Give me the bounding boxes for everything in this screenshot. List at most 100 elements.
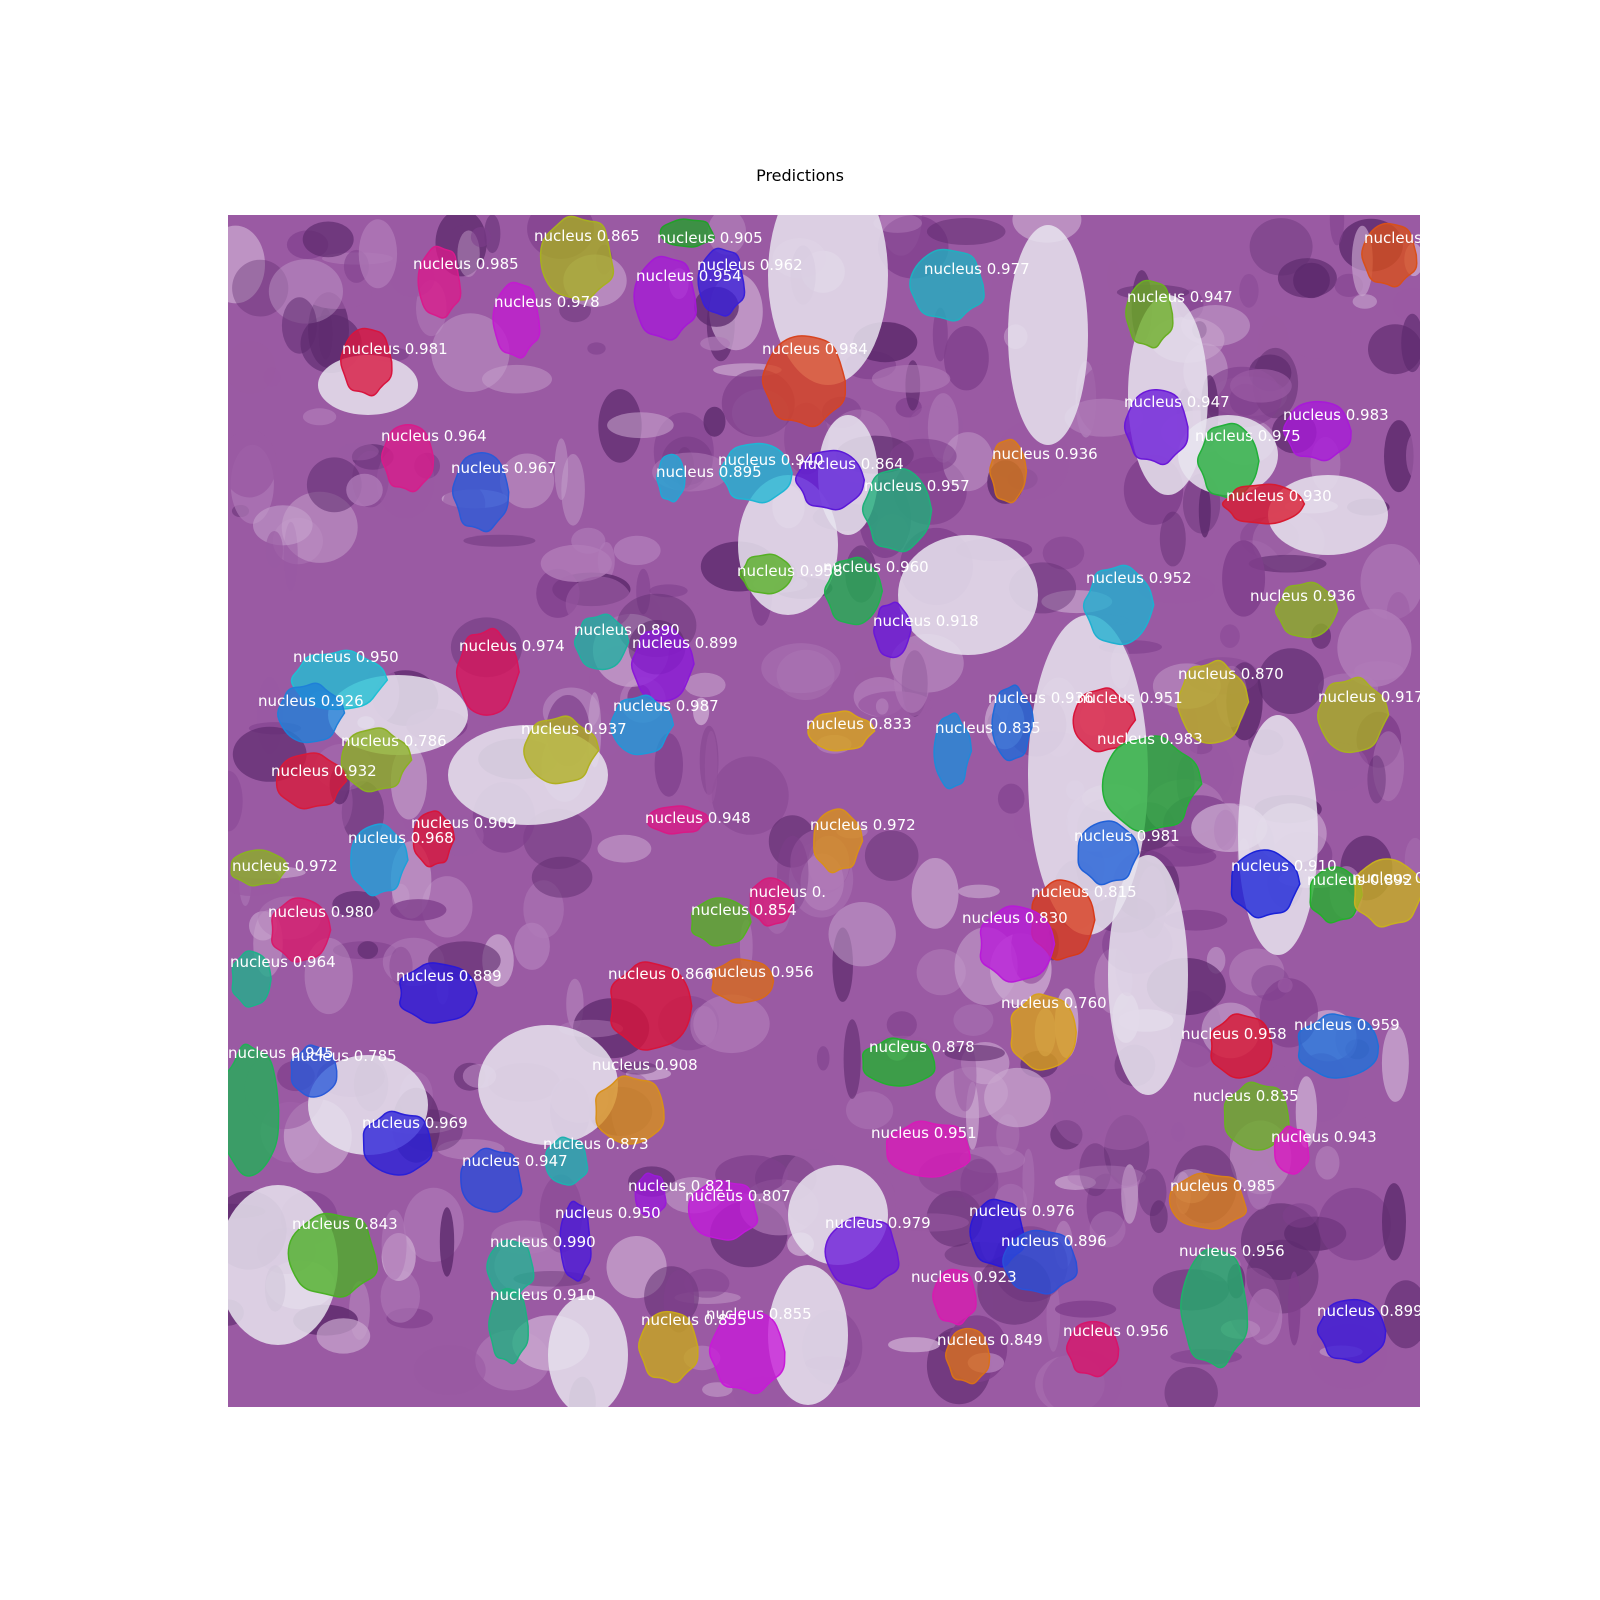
tissue-blob: [761, 643, 841, 694]
tissue-blob: [1239, 273, 1259, 308]
tissue-blob: [1046, 1281, 1061, 1352]
nucleus-mask: [287, 1212, 378, 1298]
nucleus-label: nucleus 0.910: [1231, 857, 1337, 875]
nucleus-mask: [417, 245, 462, 319]
nucleus-label: nucleus 0.985: [1170, 1177, 1276, 1195]
tissue-blob: [1246, 1159, 1273, 1210]
nucleus-mask: [230, 849, 289, 887]
nucleus-label: nucleus 0.: [749, 883, 826, 901]
tissue-blob: [249, 911, 277, 941]
nucleus-label: nucleus 0.981: [342, 340, 448, 358]
lumen-space: [768, 1265, 848, 1405]
tissue-blob: [1198, 484, 1211, 538]
nucleus-mask: [380, 423, 435, 493]
tissue-blob: [953, 1004, 994, 1036]
nucleus-label: nucleus 0.833: [806, 715, 912, 733]
tissue-blob: [781, 1127, 794, 1152]
nucleus-label: nucleus 0.950: [555, 1204, 661, 1222]
nucleus-label: nucleus 0.964: [381, 427, 487, 445]
tissue-blob: [932, 307, 948, 362]
tissue-blob: [618, 1061, 658, 1075]
nucleus-label: nucleus 0.864: [798, 455, 904, 473]
tissue-blob: [704, 730, 718, 804]
nucleus-mask: [271, 897, 332, 963]
tissue-blob: [413, 1345, 486, 1395]
lumen-space: [898, 535, 1038, 655]
lumen-space: [478, 1025, 618, 1145]
nucleus-label: nucleus 0.958: [737, 562, 843, 580]
nucleus-label: nucleus 0.980: [268, 903, 374, 921]
nucleus-label: nucleus 0.947: [462, 1152, 568, 1170]
tissue-blob: [381, 1209, 407, 1280]
nucleus-mask: [909, 248, 985, 322]
nucleus-label: nucleus 0.967: [451, 459, 557, 477]
nucleus-label: nucleus 0.855: [641, 1311, 747, 1329]
tissue-blob: [431, 313, 510, 392]
nucleus-label: nucleus 0.956: [1179, 1242, 1285, 1260]
tissue-blob: [389, 408, 458, 428]
tissue-blob: [416, 592, 457, 626]
nucleus-label: nucleus 0.947: [1127, 288, 1233, 306]
tissue-blob: [1149, 1200, 1168, 1234]
nucleus-label: nucleus 0.937: [521, 720, 627, 738]
nucleus-label: nucleus 0.873: [543, 1135, 649, 1153]
nucleus-label: nucleus 0.990: [490, 1233, 596, 1251]
nucleus-label: nucleus 0.968: [348, 829, 454, 847]
nucleus-mask: [697, 247, 746, 317]
tissue-blob: [1050, 1120, 1083, 1150]
nucleus-mask: [659, 218, 715, 248]
nucleus-label: nucleus 0.974: [459, 637, 565, 655]
nucleus-mask: [340, 727, 413, 793]
nucleus-mask: [486, 1239, 535, 1297]
tissue-blob: [1054, 1175, 1096, 1190]
nucleus-mask: [228, 1043, 280, 1177]
tissue-blob: [607, 412, 674, 439]
tissue-blob: [958, 884, 1000, 899]
tissue-blob: [1171, 1122, 1186, 1142]
tissue-blob: [707, 215, 747, 255]
tissue-blob: [1384, 420, 1414, 493]
nucleus-label: nucleus 0.807: [685, 1187, 791, 1205]
nucleus-mask: [275, 752, 348, 810]
nucleus-label: nucleus 0.785: [291, 1047, 397, 1065]
tissue-blob: [960, 1158, 999, 1209]
tissue-blob: [1282, 1061, 1295, 1109]
tissue-blob: [893, 643, 931, 713]
nucleus-mask: [1176, 659, 1250, 744]
tissue-blob: [871, 364, 951, 393]
nucleus-mask: [573, 613, 630, 671]
nucleus-mask: [412, 810, 456, 868]
tissue-blob: [1372, 731, 1405, 802]
nucleus-mask: [637, 1310, 699, 1384]
nucleus-mask: [1010, 993, 1077, 1071]
tissue-blob: [1367, 755, 1386, 804]
nucleus-mask: [1210, 1013, 1273, 1079]
nucleus-label: nucleus 0.930: [1226, 487, 1332, 505]
tissue-blob: [1164, 1366, 1218, 1407]
tissue-blob: [470, 227, 491, 247]
nucleus-mask: [687, 1179, 759, 1241]
nucleus-label: nucleus 0.896: [1001, 1232, 1107, 1250]
nucleus-mask: [362, 1110, 433, 1176]
nucleus-label: nucleus 0.908: [592, 1056, 698, 1074]
nucleus-mask: [1316, 676, 1390, 754]
tissue-blob: [1249, 218, 1313, 276]
nucleus-mask: [523, 715, 600, 785]
nucleus-label: nucleus 0.936: [992, 445, 1098, 463]
tissue-blob: [1159, 511, 1186, 567]
nucleus-label: nucleus 0.956: [1063, 1322, 1169, 1340]
tissue-blob: [302, 408, 337, 426]
nucleus-label: nucleus 0.956: [708, 963, 814, 981]
tissue-blob: [421, 876, 473, 938]
nucleus-label: nucleus 0.821: [628, 1177, 734, 1195]
tissue-blob: [889, 438, 957, 474]
tissue-blob: [684, 672, 726, 698]
tissue-blob: [1067, 1165, 1146, 1190]
tissue-blob: [1277, 977, 1293, 993]
nucleus-label: nucleus 0.905: [657, 229, 763, 247]
tissue-blob: [997, 783, 1025, 814]
nucleus-mask: [1316, 1298, 1387, 1364]
nucleus-mask: [595, 1075, 665, 1145]
tissue-blob: [565, 576, 633, 631]
tissue-blob: [303, 278, 372, 309]
